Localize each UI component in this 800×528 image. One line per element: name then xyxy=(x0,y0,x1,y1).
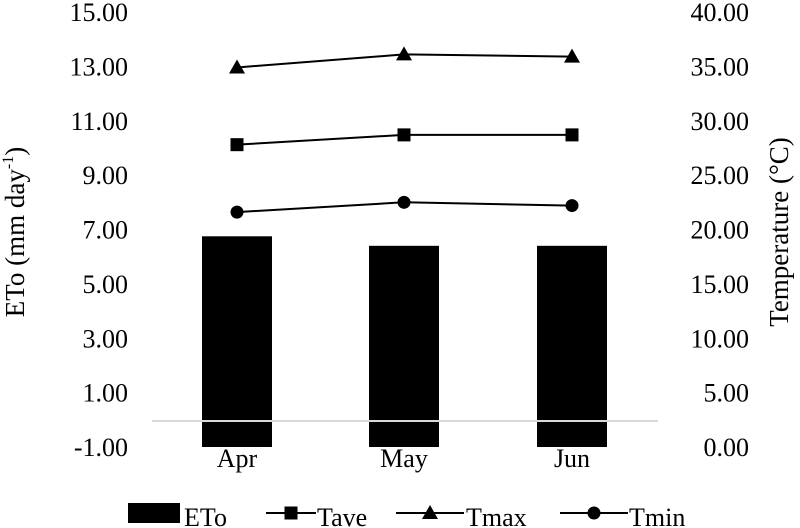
left-tick-1-00: 1.00 xyxy=(83,379,129,408)
legend-label-tave: Tave xyxy=(317,503,367,528)
left-tick-15-00: 15.00 xyxy=(70,0,129,27)
left-axis-title-close: ) xyxy=(0,147,30,156)
point-tave-apr xyxy=(230,138,244,152)
right-tick-5-00: 5.00 xyxy=(704,379,750,408)
line-series xyxy=(229,46,580,219)
right-tick-15-00: 15.00 xyxy=(691,270,750,299)
legend-marker-tmax xyxy=(422,505,438,519)
left-tick-5-00: 5.00 xyxy=(83,270,129,299)
bar-jun xyxy=(537,245,607,447)
right-tick-35-00: 35.00 xyxy=(691,52,750,81)
left-axis-ticks: 15.00 13.00 11.00 9.00 7.00 5.00 3.00 1.00 -1.00 xyxy=(70,0,129,462)
point-tave-may xyxy=(397,128,411,142)
bar-series xyxy=(202,236,607,447)
legend-label-eto: ETo xyxy=(184,503,227,528)
left-tick-11-00: 11.00 xyxy=(70,107,128,136)
legend-label-tmin: Tmin xyxy=(629,503,685,528)
left-tick-3-00: 3.00 xyxy=(83,324,129,353)
right-tick-20-00: 20.00 xyxy=(691,216,750,245)
right-axis-ticks: 40.00 35.00 30.00 25.00 20.00 15.00 10.00 5.00 0… xyxy=(691,0,750,462)
right-axis-title: Temperature (°C) xyxy=(764,137,794,327)
legend: ETo Tave Tmax Tmin xyxy=(128,503,685,528)
legend-swatch-eto xyxy=(128,503,180,523)
left-axis-title: ETo (mm day-1) xyxy=(0,147,30,317)
legend-marker-tave xyxy=(284,506,298,520)
point-tmax-jun xyxy=(564,48,580,63)
point-tmin-jun xyxy=(565,199,579,213)
x-tick-jun: Jun xyxy=(554,444,590,473)
point-tmax-apr xyxy=(229,59,245,74)
left-tick--1-00: -1.00 xyxy=(74,433,128,462)
x-axis-ticks: Apr May Jun xyxy=(217,444,590,473)
point-tmax-may xyxy=(396,46,412,61)
left-tick-7-00: 7.00 xyxy=(83,216,129,245)
point-tmin-apr xyxy=(230,205,244,219)
x-tick-apr: Apr xyxy=(217,444,258,473)
bar-apr xyxy=(202,236,272,447)
x-tick-may: May xyxy=(380,444,428,473)
bar-may xyxy=(369,245,439,447)
left-axis-title-main: ETo (mm day xyxy=(0,169,30,318)
right-tick-25-00: 25.00 xyxy=(691,161,750,190)
left-tick-9-00: 9.00 xyxy=(83,161,129,190)
left-axis-title-superscript: -1 xyxy=(0,156,17,169)
left-tick-13-00: 13.00 xyxy=(70,52,129,81)
right-tick-30-00: 30.00 xyxy=(691,107,750,136)
right-tick-0-00: 0.00 xyxy=(704,433,750,462)
legend-marker-tmin xyxy=(587,506,601,520)
point-tmin-may xyxy=(397,195,411,209)
legend-label-tmax: Tmax xyxy=(466,503,527,528)
point-tave-jun xyxy=(565,128,579,142)
right-tick-40-00: 40.00 xyxy=(691,0,750,27)
right-tick-10-00: 10.00 xyxy=(691,324,750,353)
